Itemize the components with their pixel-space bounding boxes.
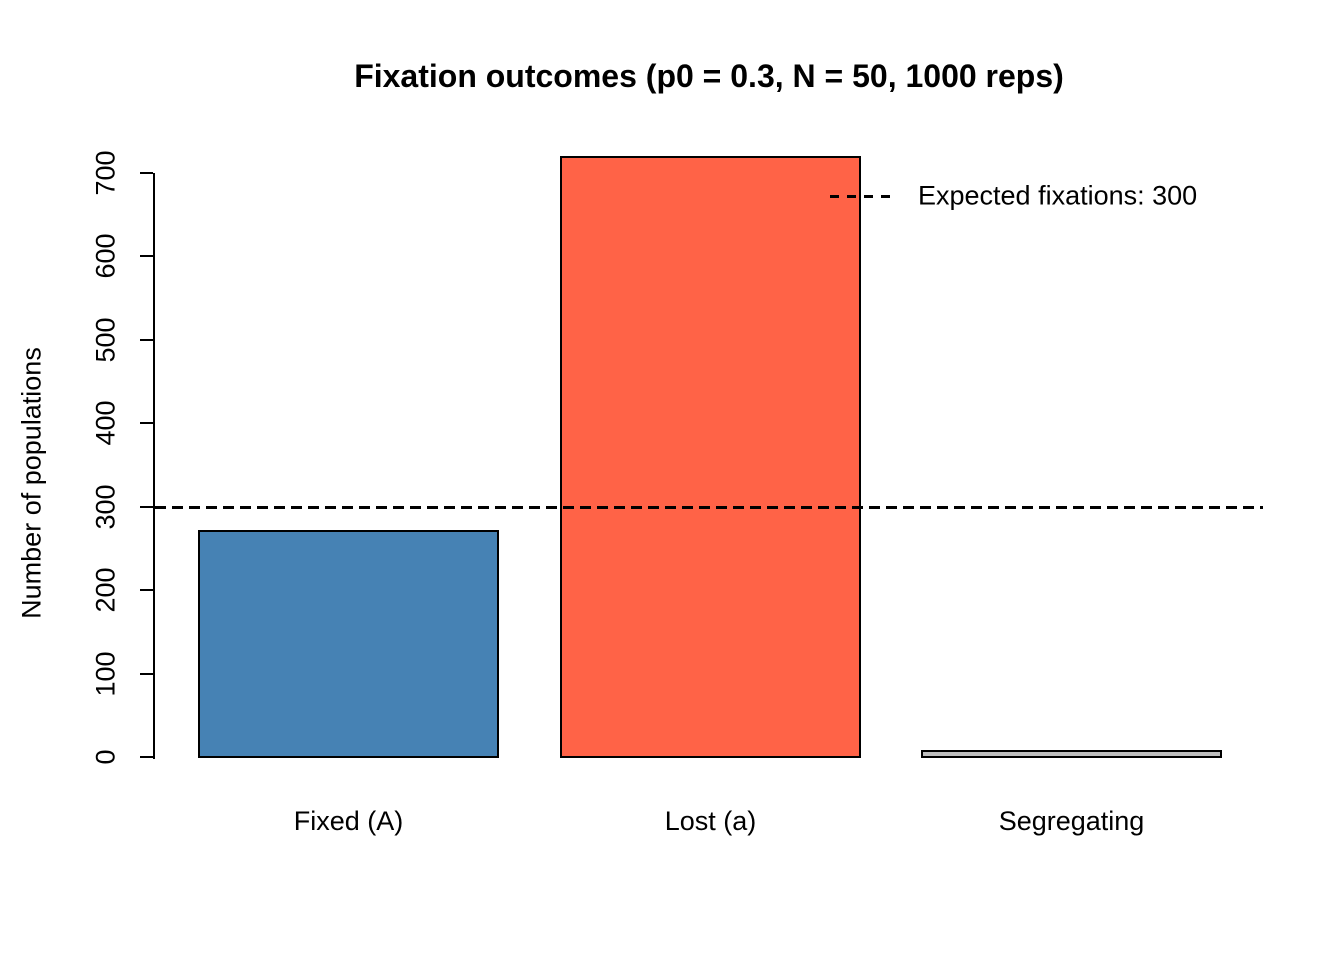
chart-title: Fixation outcomes (p0 = 0.3, N = 50, 100… (354, 58, 1064, 94)
y-axis-tick (140, 505, 153, 508)
y-axis-tick-label: 300 (90, 483, 121, 530)
y-axis-line (153, 172, 155, 759)
y-axis-tick-label: 200 (90, 567, 121, 613)
x-category-label-segregating: Segregating (998, 806, 1145, 836)
y-axis-tick (140, 171, 153, 174)
y-axis-tick-label: 500 (90, 316, 121, 363)
bar-lost-a (560, 155, 861, 758)
y-axis-tick-label: 0 (90, 749, 121, 765)
legend-label: Expected fixations: 300 (918, 180, 1198, 211)
y-axis-label: Number of populations (16, 347, 47, 619)
y-axis-tick (140, 589, 153, 591)
bar-segregating (921, 750, 1222, 758)
y-axis-tick-label: 700 (90, 149, 121, 196)
y-axis-tick-label: 400 (90, 400, 121, 446)
reference-line-expected-fixations (155, 505, 1263, 509)
y-axis-tick-label: 100 (90, 650, 121, 697)
legend-dashed-line-sample (830, 195, 894, 198)
x-category-label-fixed-a: Fixed (A) (293, 806, 404, 836)
y-axis-tick (140, 422, 153, 424)
bar-fixed-a (198, 529, 499, 758)
y-axis-tick-label: 600 (90, 233, 121, 279)
x-category-label-lost-a: Lost (a) (664, 806, 757, 836)
y-axis-tick (140, 255, 153, 257)
y-axis-tick (140, 756, 153, 758)
y-axis-tick (140, 338, 153, 341)
y-axis-tick (140, 672, 153, 675)
